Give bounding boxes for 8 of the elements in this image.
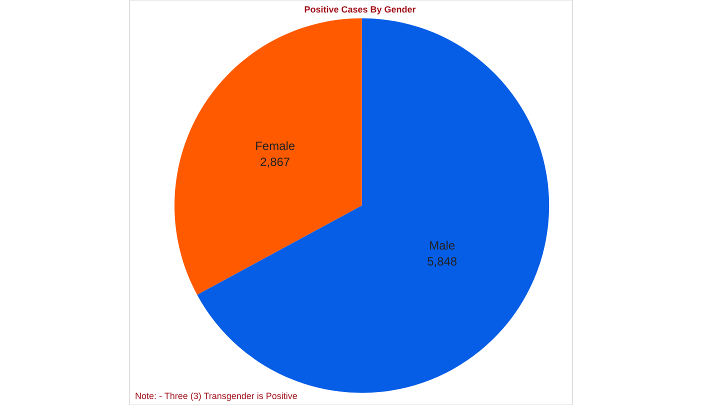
pie-slice [174,18,362,295]
data-label: 2,867 [260,154,290,169]
text: Note: - Three (3) Transgender is Positive [135,391,298,401]
chart-title: Positive Cases By Gender [304,4,416,14]
slice-label: Male [429,238,456,253]
data-label: 5,848 [427,254,458,268]
slice-label: Female [255,139,296,154]
pie-slice [197,18,549,393]
